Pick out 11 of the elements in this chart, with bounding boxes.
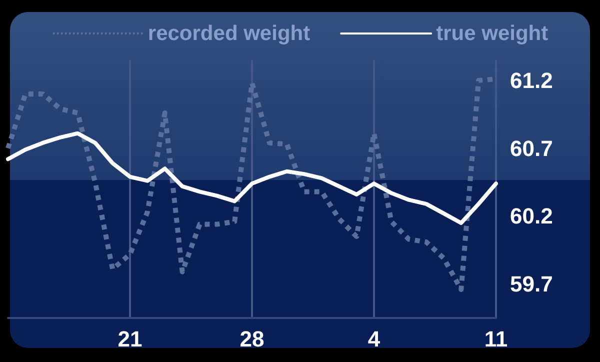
x-tick-label: 28	[240, 326, 264, 352]
line-series	[6, 131, 498, 225]
legend-label: recorded weight	[148, 22, 310, 45]
y-tick-label: 60.7	[510, 136, 553, 161]
x-tick-label: 21	[118, 326, 142, 352]
x-tick-label: 4	[368, 326, 381, 352]
legend-label: true weight	[436, 22, 548, 45]
x-tick-label: 11	[484, 326, 508, 352]
y-tick-label: 60.2	[510, 204, 553, 229]
y-tick-label: 61.2	[510, 68, 553, 93]
y-tick-label: 59.7	[510, 272, 553, 297]
